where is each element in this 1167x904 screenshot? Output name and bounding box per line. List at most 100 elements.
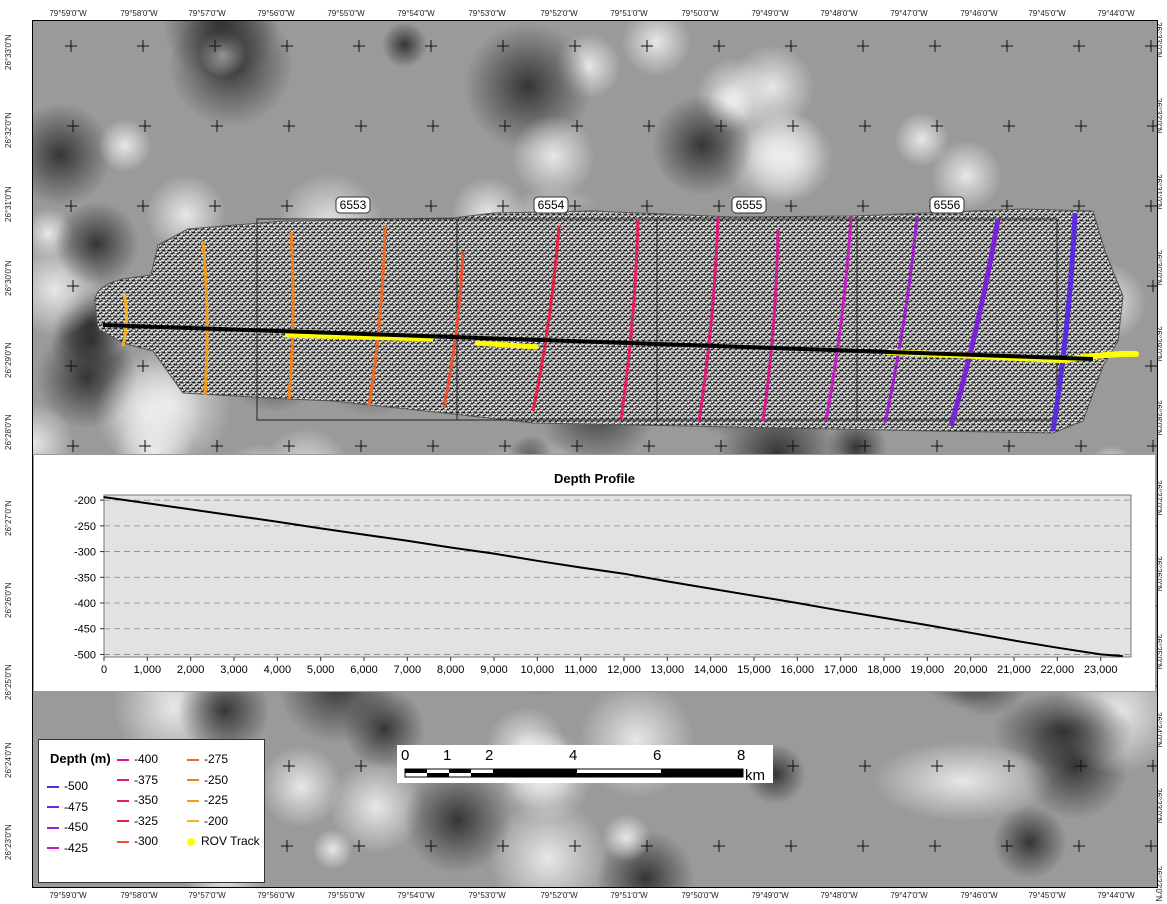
legend-item: -325 (117, 813, 158, 829)
legend-swatch (117, 758, 129, 761)
legend-item: -375 (117, 772, 158, 788)
x-tick-label: 7,000 (394, 664, 422, 676)
legend-swatch (187, 837, 195, 846)
legend-swatch (117, 779, 129, 782)
depth-point (1056, 646, 1059, 649)
scale-tick-label: 6 (653, 747, 662, 764)
legend-label: -225 (204, 793, 229, 807)
legend-label: -450 (64, 820, 89, 834)
scale-unit: km (745, 767, 765, 784)
sidescan-mosaic (94, 208, 1124, 434)
legend-item: -250 (187, 772, 228, 788)
depth-point (146, 502, 149, 505)
depth-point (969, 632, 972, 634)
longitude-label: 79°54'0"W (397, 891, 435, 900)
legend-swatch (117, 840, 129, 843)
longitude-label: 79°45'0"W (1028, 891, 1066, 900)
x-tick-label: 10,000 (521, 664, 555, 676)
x-tick-label: 15,000 (737, 664, 771, 676)
legend-item: -450 (47, 819, 88, 835)
legend-label: -250 (204, 772, 229, 787)
longitude-label: 79°47'0"W (890, 9, 928, 18)
longitude-label: 79°57'0"W (188, 891, 226, 900)
longitude-label: 79°56'0"W (257, 891, 295, 900)
longitude-label: 79°51'0"W (610, 891, 648, 900)
y-tick-label: -350 (74, 572, 96, 584)
legend-item: -225 (187, 792, 228, 808)
depth-point (883, 617, 885, 619)
longitude-label: 79°52'0"W (540, 9, 578, 18)
longitude-label: 79°58'0"W (120, 891, 158, 900)
legend-item: -350 (117, 792, 158, 808)
legend-swatch (47, 826, 59, 829)
x-tick-label: 6,000 (350, 664, 378, 676)
depth-contours (121, 212, 1078, 432)
legend-label: -500 (64, 779, 89, 793)
x-tick-label: 9,000 (480, 664, 508, 676)
depth-point (623, 572, 625, 575)
depth-point (1013, 639, 1015, 642)
legend-swatch (187, 758, 199, 761)
legend-title: Depth (m) (50, 751, 111, 766)
latitude-label: 26°32'0"N (4, 112, 13, 148)
x-tick-label: 4,000 (264, 664, 292, 676)
depth-point (839, 609, 842, 612)
longitude-label: 79°59'0"W (49, 9, 87, 18)
scale-tick-label: 8 (737, 747, 746, 764)
latitude-label: 26°26'0"N (4, 582, 13, 618)
svg-text:6554: 6554 (538, 198, 565, 212)
legend-item: -425 (47, 840, 88, 856)
longitude-label: 79°57'0"W (188, 9, 226, 18)
depth-profile-panel: Depth Profile -200 -250 -300 -350 -400 -450 -5… (33, 454, 1156, 692)
longitude-label: 79°51'0"W (610, 9, 648, 18)
legend-label: -400 (134, 752, 159, 766)
depth-point (363, 533, 365, 536)
latitude-label: 26°29'0"N (4, 342, 13, 378)
rov-track (284, 332, 1139, 364)
legend-label: -300 (134, 834, 159, 848)
legend-label: -425 (64, 840, 89, 855)
longitude-label: 79°49'0"W (751, 891, 789, 900)
depth-point (796, 602, 799, 604)
x-tick-label: 23,000 (1084, 664, 1118, 676)
x-tick-label: 2,000 (177, 664, 205, 676)
longitude-label: 79°55'0"W (327, 9, 365, 18)
longitude-label: 79°48'0"W (820, 9, 858, 18)
legend-label: -200 (204, 813, 229, 828)
y-tick-label: -300 (74, 547, 96, 559)
longitude-label: 79°55'0"W (327, 891, 365, 900)
y-tick-label: -450 (74, 624, 96, 636)
legend-swatch (47, 806, 59, 809)
svg-text:6556: 6556 (934, 198, 961, 212)
latitude-label: 26°24'0"N (4, 742, 13, 778)
legend-label: -325 (134, 813, 159, 828)
legend-label: -475 (64, 799, 89, 814)
x-tick-label: 1,000 (134, 664, 162, 676)
longitude-label: 79°47'0"W (890, 891, 928, 900)
legend-item: -300 (117, 833, 158, 849)
legend-swatch (47, 847, 59, 850)
longitude-label: 79°44'0"W (1097, 891, 1135, 900)
x-tick-label: 22,000 (1041, 664, 1075, 676)
depth-point (449, 546, 452, 549)
longitude-label: 79°44'0"W (1097, 9, 1135, 18)
x-tick-label: 3,000 (220, 664, 248, 676)
latitude-label: 26°28'0"N (4, 414, 13, 450)
x-tick-label: 20,000 (954, 664, 988, 676)
longitude-label: 79°58'0"W (120, 9, 158, 18)
longitude-label: 79°50'0"W (681, 891, 719, 900)
y-tick-label: -400 (74, 598, 96, 610)
longitude-label: 79°46'0"W (960, 9, 998, 18)
x-tick-label: 11,000 (564, 664, 597, 676)
latitude-label: 26°27'0"N (4, 500, 13, 536)
longitude-label: 79°52'0"W (540, 891, 578, 900)
depth-point (579, 566, 582, 569)
longitude-label: 79°49'0"W (751, 9, 789, 18)
depth-point (753, 595, 755, 597)
x-tick-label: 5,000 (307, 664, 335, 676)
longitude-label: 79°53'0"W (468, 9, 506, 18)
depth-point (709, 587, 712, 590)
longitude-label: 79°59'0"W (49, 891, 87, 900)
legend-swatch (187, 799, 199, 802)
x-tick-label: 18,000 (867, 664, 901, 676)
